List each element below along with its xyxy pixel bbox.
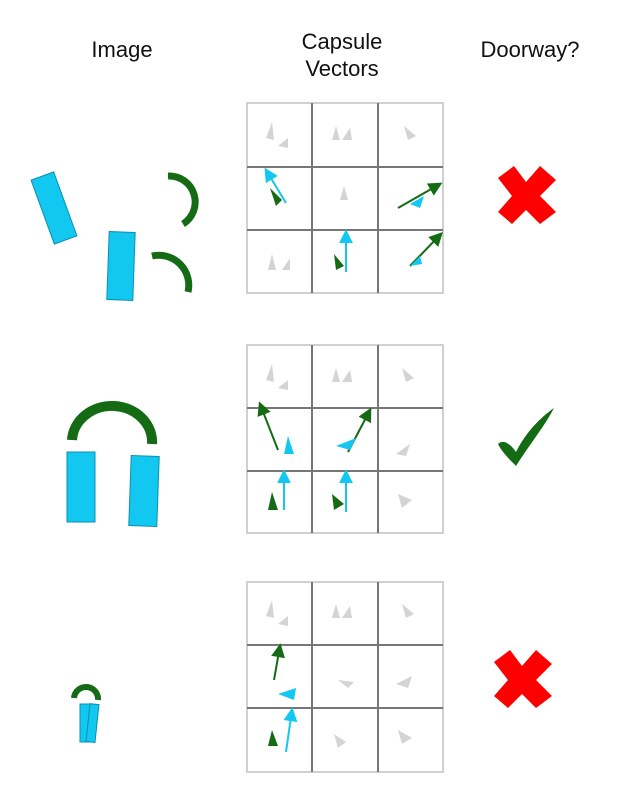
capsule-header-line2: Vectors [305, 56, 379, 81]
capsule-vectors-column-header: Capsule Vectors [262, 28, 422, 82]
door-pillar-right [128, 455, 160, 527]
red-cross-icon [498, 166, 556, 224]
door-arch [67, 401, 158, 445]
row-2-image [66, 401, 160, 527]
capsule-header-line1: Capsule [301, 29, 383, 54]
doorway-header-text: Doorway? [480, 37, 580, 62]
door-pillar-left [30, 171, 78, 245]
green-check-icon [498, 408, 554, 466]
image-column-header: Image [60, 36, 184, 63]
door-arch-piece-top [167, 172, 199, 227]
row-3-image [71, 684, 102, 743]
door-arch-small [71, 684, 102, 701]
row-3-capsule-grid [246, 581, 444, 773]
image-header-text: Image [91, 37, 153, 62]
row-1-image [30, 171, 199, 301]
red-cross-icon-row-3 [494, 650, 552, 708]
door-pillar-left [66, 451, 96, 523]
doorway-column-header: Doorway? [460, 36, 600, 63]
row-1-capsule-grid [246, 102, 444, 294]
door-pillar-right-small [85, 703, 100, 743]
door-arch-piece-bottom [151, 251, 193, 293]
row-2-capsule-grid [246, 344, 444, 534]
door-pillar-right [106, 231, 136, 301]
